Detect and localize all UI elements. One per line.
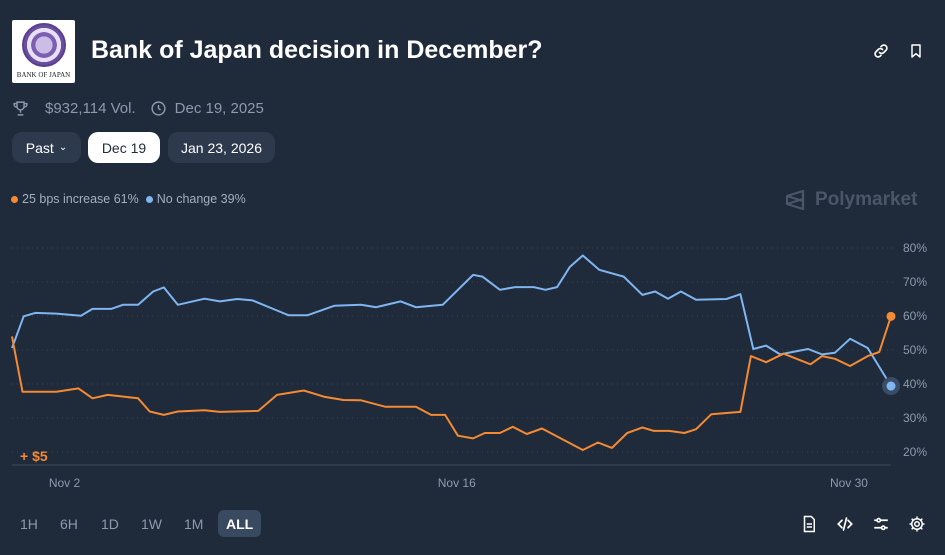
volume: $932,114 Vol.: [45, 100, 136, 117]
sliders-icon[interactable]: [872, 515, 890, 533]
tab-dec-19[interactable]: Dec 19: [88, 132, 160, 163]
bank-of-japan-seal-icon: [21, 23, 66, 67]
document-icon[interactable]: [800, 515, 818, 533]
gear-icon[interactable]: [908, 515, 926, 533]
code-icon[interactable]: [836, 515, 854, 533]
series-line-no-change: [11, 254, 892, 387]
legend-item-no-change: No change 39%: [156, 192, 246, 206]
y-tick-label: 50%: [903, 343, 927, 357]
legend-dot-orange: [11, 195, 18, 203]
range-1m[interactable]: 1M: [184, 515, 204, 532]
series-endpoint: [886, 311, 896, 321]
logo-text: BANK OF JAPAN: [16, 71, 71, 79]
legend-dot-blue: [145, 195, 153, 203]
past-label: Past: [25, 139, 54, 156]
market-logo: BANK OF JAPAN: [12, 20, 75, 83]
range-6h[interactable]: 6H: [60, 515, 78, 532]
range-1w[interactable]: 1W: [141, 515, 162, 532]
y-tick-label: 80%: [903, 241, 927, 255]
x-tick-label: Nov 30: [830, 476, 868, 490]
pnl-annotation: + $5: [20, 448, 48, 464]
range-1h[interactable]: 1H: [20, 515, 38, 532]
clock-icon: [151, 101, 166, 116]
bookmark-icon[interactable]: [908, 42, 926, 60]
y-tick-label: 60%: [903, 309, 927, 323]
x-tick-label: Nov 2: [49, 476, 81, 490]
chart-legend: 25 bps increase 61% No change 39%: [11, 192, 246, 206]
brand-name: Polymarket: [815, 189, 918, 210]
page-title: Bank of Japan decision in December?: [91, 36, 543, 64]
polymarket-logo-icon: [785, 189, 805, 211]
y-tick-label: 40%: [903, 377, 927, 391]
polymarket-watermark: Polymarket: [783, 188, 917, 212]
past-dropdown[interactable]: Past ⌄: [12, 132, 81, 163]
tab-jan-23-2026[interactable]: Jan 23, 2026: [168, 132, 275, 163]
link-icon[interactable]: [872, 42, 890, 60]
series-line-25-bps-increase: [11, 315, 892, 451]
chevron-down-icon: ⌄: [58, 142, 68, 153]
range-1d[interactable]: 1D: [101, 515, 119, 532]
market-meta: $932,114 Vol. Dec 19, 2025: [12, 100, 264, 117]
y-tick-label: 70%: [903, 275, 927, 289]
x-tick-label: Nov 16: [438, 476, 476, 490]
trophy-icon: [13, 101, 28, 116]
y-tick-label: 30%: [903, 411, 927, 425]
end-date: Dec 19, 2025: [174, 100, 264, 117]
legend-item-increase: 25 bps increase 61%: [22, 192, 139, 206]
price-chart[interactable]: 80% 70% 60% 50% 40% 30% 20% Nov 2 Nov 16 Nov 30 + …: [0, 0, 945, 500]
series-endpoint: [886, 381, 896, 391]
range-all[interactable]: ALL: [218, 510, 262, 537]
y-tick-label: 20%: [903, 445, 927, 459]
